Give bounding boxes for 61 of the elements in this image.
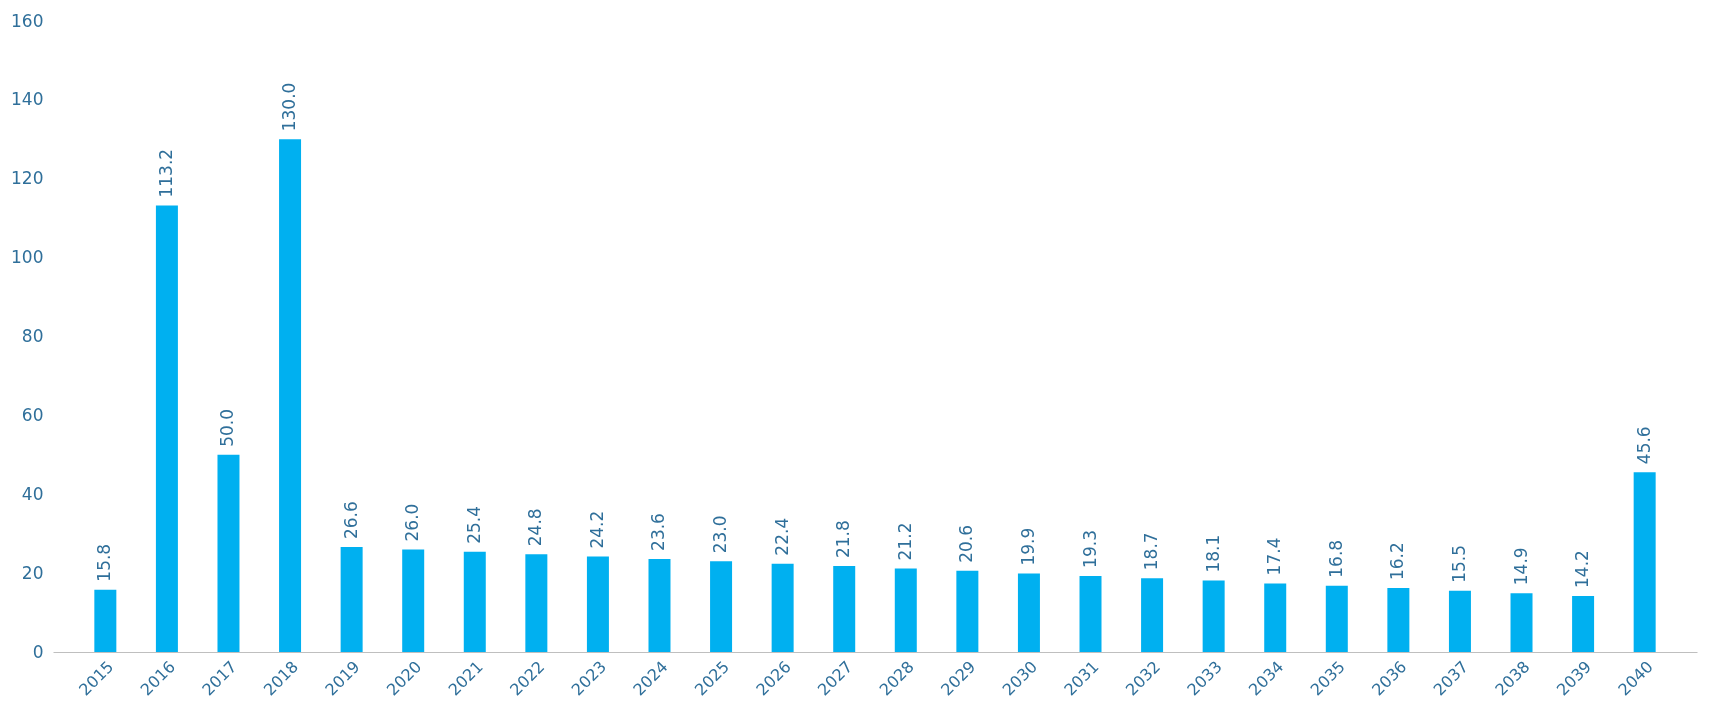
bar — [1264, 583, 1287, 652]
data-label: 18.7 — [1141, 532, 1162, 571]
bar — [402, 549, 425, 652]
data-label: 26.6 — [340, 501, 361, 540]
bar — [894, 568, 917, 652]
data-label: 20.6 — [956, 524, 977, 563]
data-label: 18.1 — [1202, 534, 1223, 573]
data-label: 14.2 — [1572, 550, 1593, 588]
data-label: 16.8 — [1325, 539, 1346, 578]
data-label: 26.0 — [402, 503, 423, 542]
data-label: 17.4 — [1264, 537, 1285, 576]
data-label: 16.2 — [1387, 542, 1408, 581]
bar — [217, 454, 240, 652]
y-tick-label: 20 — [21, 562, 44, 583]
data-label: 24.2 — [586, 510, 607, 549]
bar — [1017, 573, 1040, 652]
bar — [340, 547, 363, 652]
data-label: 50.0 — [217, 408, 238, 447]
data-label: 21.8 — [833, 520, 854, 559]
bar — [1572, 596, 1595, 652]
y-tick-label: 80 — [21, 326, 44, 346]
bar — [155, 205, 178, 652]
y-tick-label: 40 — [21, 483, 44, 504]
y-tick-label: 60 — [21, 404, 44, 425]
data-label: 130.0 — [279, 82, 300, 132]
bar — [1448, 590, 1471, 652]
bar — [648, 558, 671, 652]
data-label: 19.9 — [1017, 527, 1038, 566]
bar — [833, 566, 856, 652]
data-label: 14.9 — [1510, 547, 1531, 586]
bar — [1633, 472, 1656, 652]
bar — [710, 561, 733, 652]
bar — [463, 551, 486, 652]
data-label: 113.2 — [155, 148, 176, 198]
data-label: 45.6 — [1633, 426, 1654, 465]
bar — [1202, 580, 1225, 652]
y-tick-label: 120 — [11, 168, 44, 189]
bar — [94, 589, 117, 652]
data-label: 25.4 — [463, 505, 484, 544]
data-label: 21.2 — [894, 522, 915, 561]
y-tick-label: 100 — [11, 247, 44, 268]
bar — [1141, 578, 1164, 652]
data-label: 15.8 — [94, 543, 115, 582]
bar — [956, 570, 979, 652]
bar — [771, 563, 794, 652]
bar — [1387, 588, 1410, 652]
data-label: 24.8 — [525, 508, 546, 547]
data-label: 22.4 — [771, 517, 792, 556]
y-tick-label: 140 — [11, 89, 44, 110]
data-label: 15.5 — [1448, 545, 1469, 583]
bar — [1325, 585, 1348, 652]
bar — [279, 139, 302, 652]
data-label: 23.0 — [710, 515, 731, 554]
data-label: 19.3 — [1079, 530, 1100, 568]
data-label: 23.6 — [648, 513, 669, 551]
bar — [586, 556, 609, 652]
y-tick-label: 0 — [32, 641, 44, 662]
y-tick-label: 160 — [11, 10, 44, 31]
bar — [525, 554, 548, 652]
bar — [1079, 575, 1102, 652]
bar — [1510, 593, 1533, 652]
